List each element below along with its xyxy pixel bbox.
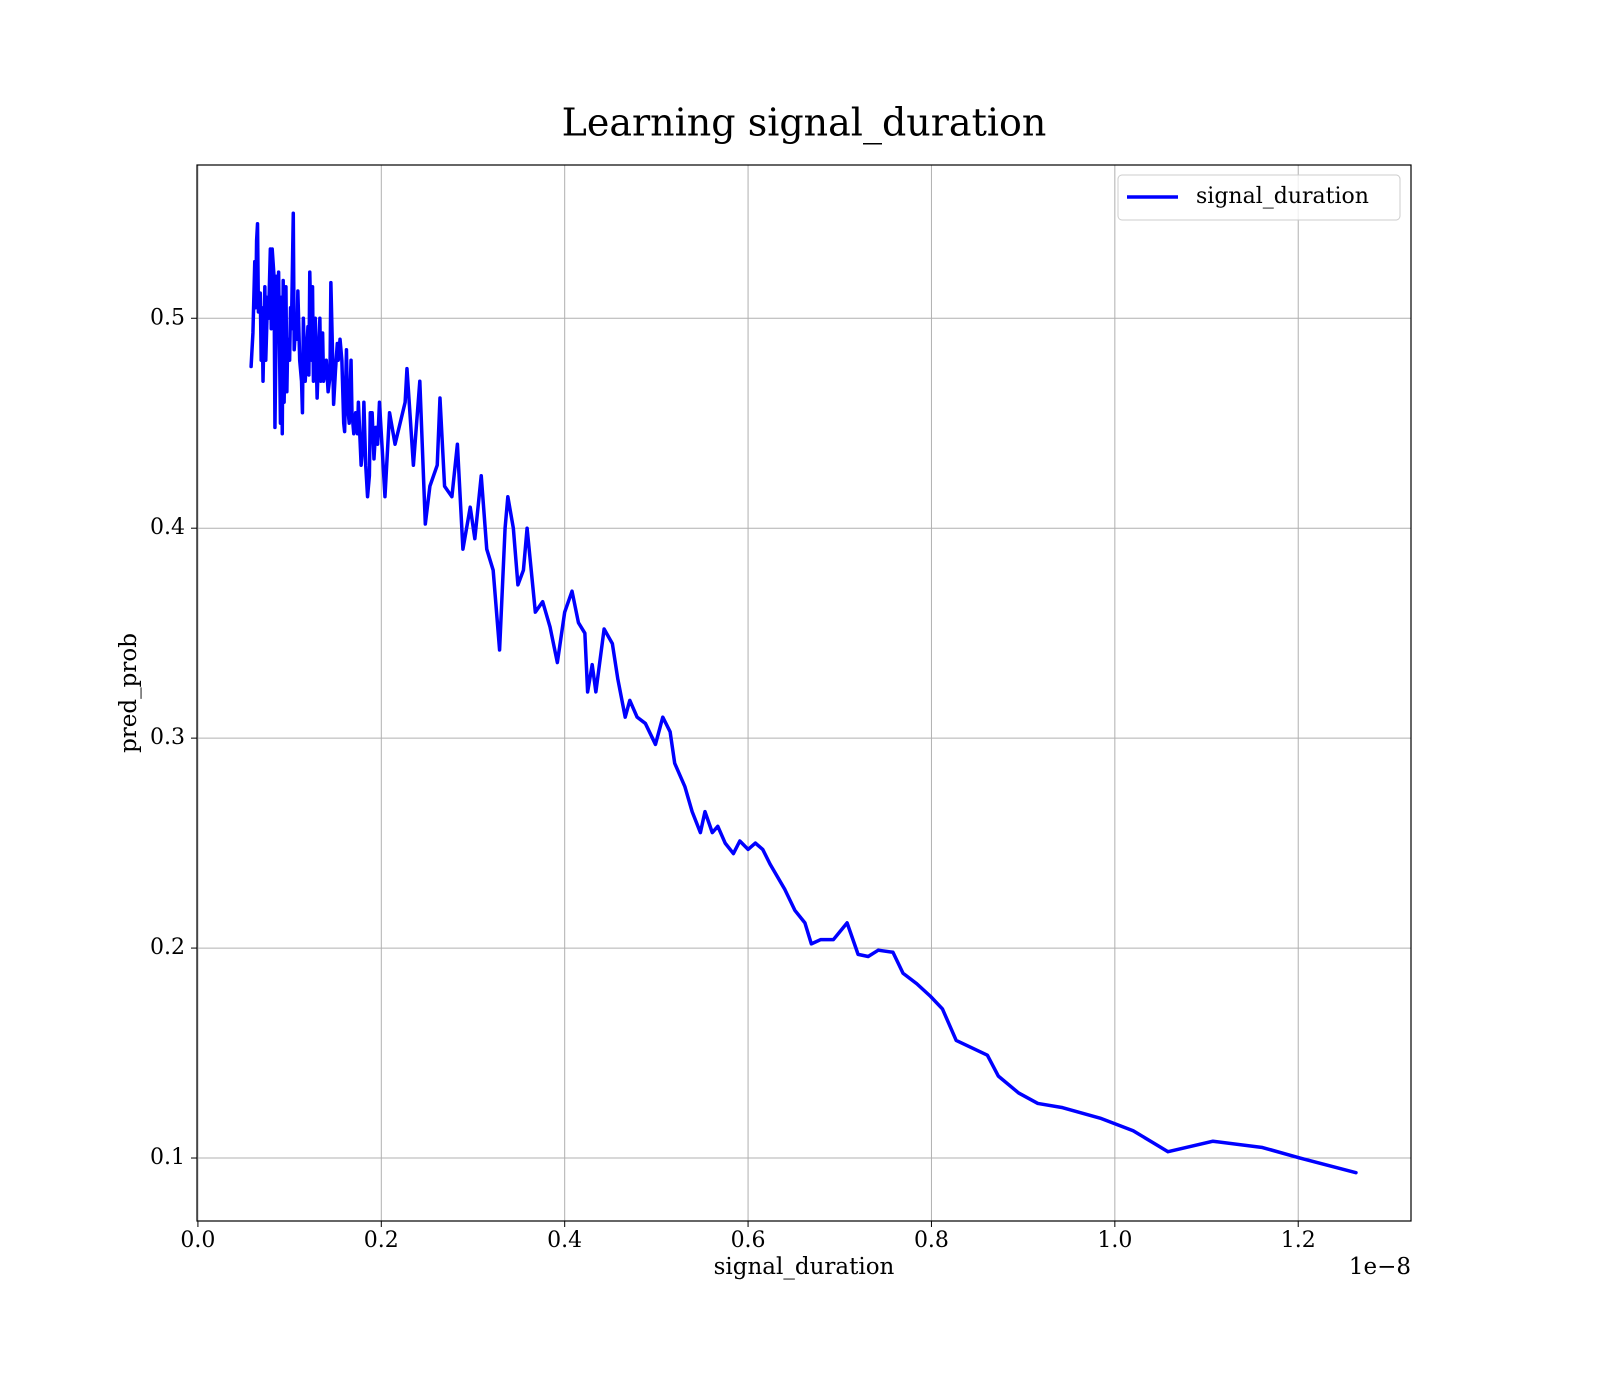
plot-frame xyxy=(196,164,1412,1222)
y-tick-label: 0.4 xyxy=(150,515,185,540)
x-tick-label: 0.6 xyxy=(731,1228,766,1253)
x-tick-label: 0.8 xyxy=(914,1228,949,1253)
legend-box xyxy=(1117,174,1401,221)
x-axis-label: signal_duration xyxy=(714,1254,895,1280)
x-offset-label: 1e−8 xyxy=(1349,1254,1411,1280)
chart-title: Learning signal_duration xyxy=(562,101,1047,146)
x-tick-label: 1.2 xyxy=(1281,1228,1316,1253)
y-tick-label: 0.2 xyxy=(150,935,185,960)
data-line xyxy=(249,211,1358,1175)
y-tick-label: 0.3 xyxy=(150,725,185,750)
y-tick-label: 0.1 xyxy=(150,1145,185,1170)
y-axis-label: pred_prob xyxy=(116,633,142,753)
x-tick-label: 0.0 xyxy=(180,1228,215,1253)
x-tick-label: 1.0 xyxy=(1097,1228,1132,1253)
x-tick-label: 0.2 xyxy=(364,1228,399,1253)
legend: signal_duration xyxy=(1117,174,1401,221)
y-tick-label: 0.5 xyxy=(150,305,185,330)
x-tick-label: 0.4 xyxy=(547,1228,582,1253)
legend-label: signal_duration xyxy=(1196,184,1369,209)
